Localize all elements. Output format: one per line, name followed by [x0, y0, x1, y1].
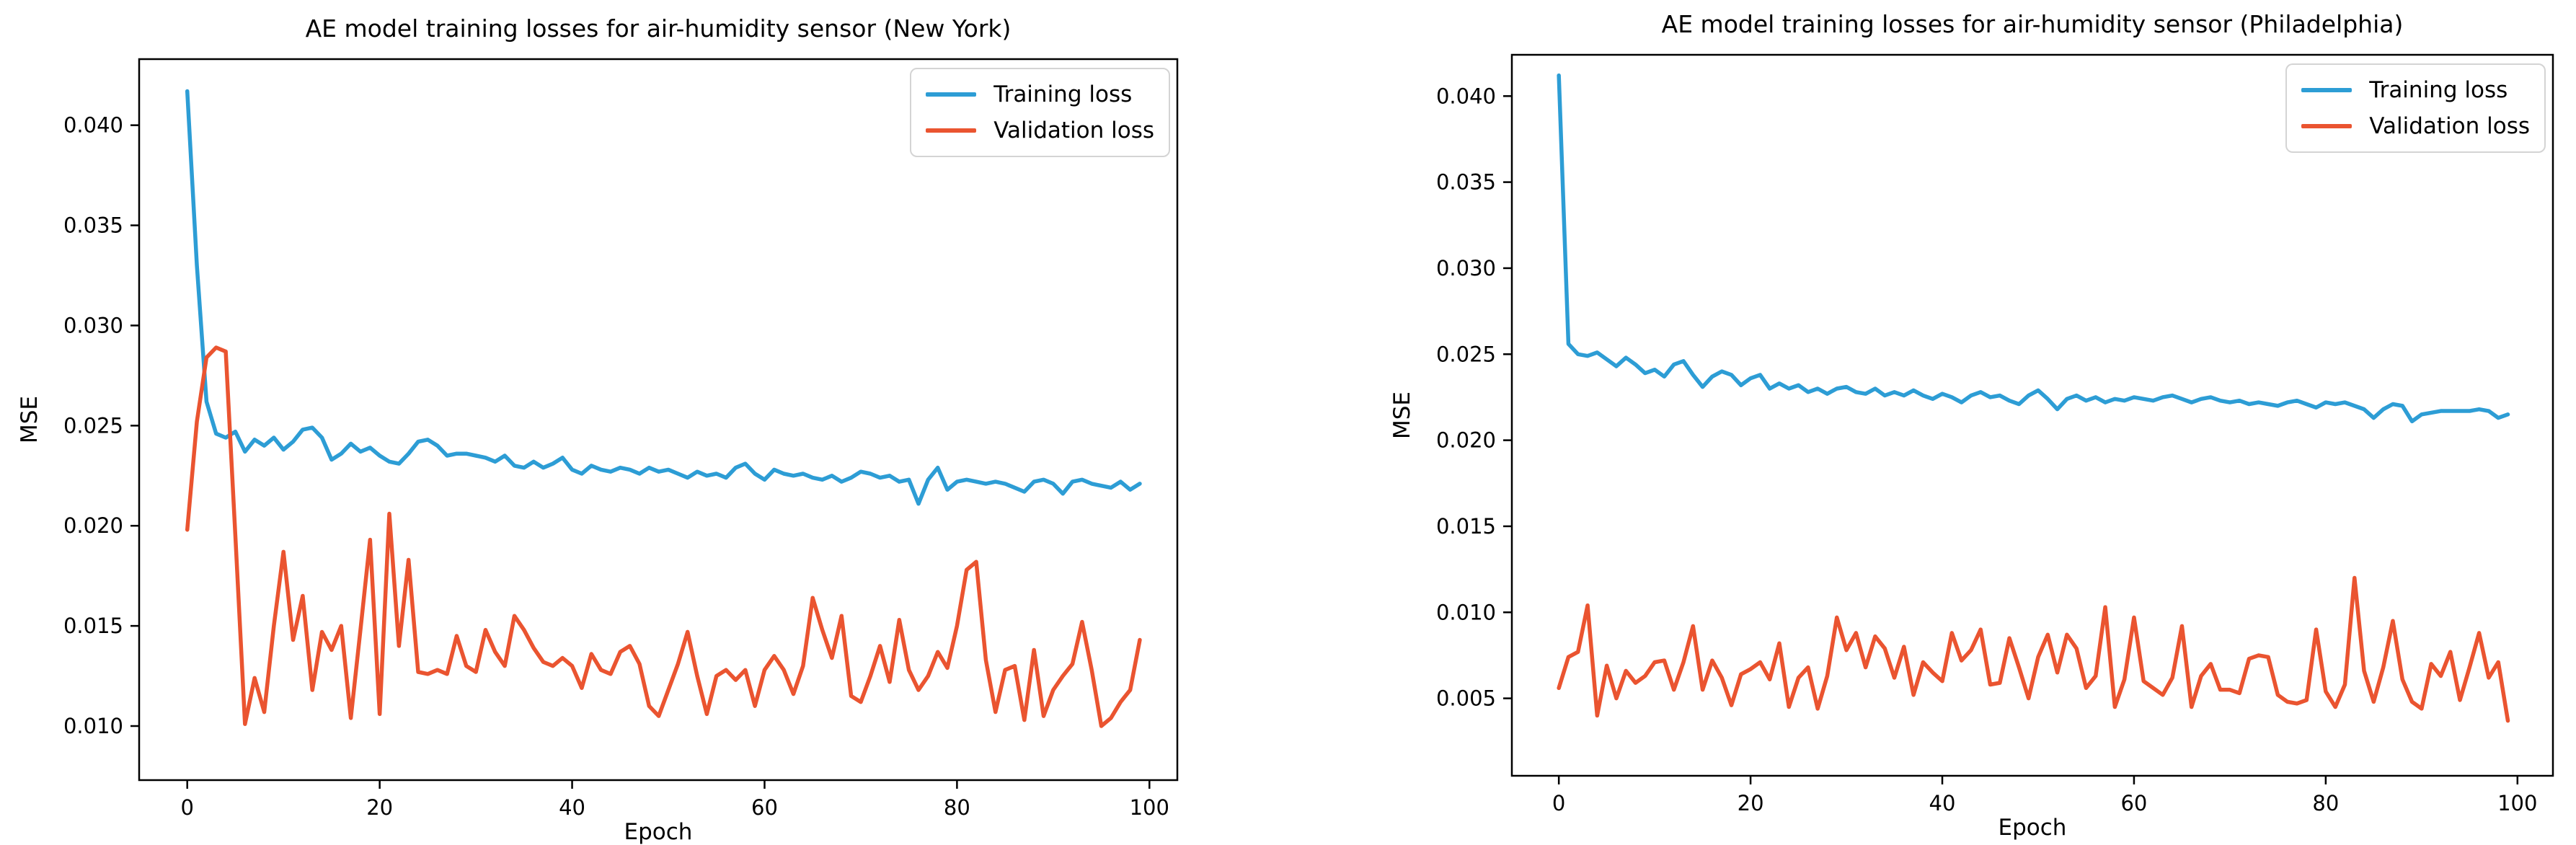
axes-spines [1510, 53, 2554, 777]
legend-label-validation-loss: Validation loss [993, 118, 1154, 143]
x-axis-label: Epoch [1998, 815, 2067, 841]
validation-loss-line [185, 345, 1142, 728]
x-tick-label: 20 [366, 795, 393, 820]
x-axis-label: Epoch [624, 819, 693, 845]
training-loss-swatch [926, 92, 977, 97]
y-axis-label: MSE [1389, 391, 1415, 440]
legend-item-validation-loss: Validation loss [2301, 108, 2530, 144]
axes-spines [138, 58, 1179, 782]
y-tick-label: 0.010 [1436, 600, 1496, 624]
chart-title-philadelphia: AE model training losses for air-humidit… [1661, 10, 2404, 38]
legend-item-training-loss: Training loss [2301, 72, 2530, 108]
validation-loss-line [1557, 575, 2510, 723]
x-tick-label: 60 [2120, 791, 2147, 815]
x-tick-label: 100 [1130, 795, 1169, 820]
legend-box: Training loss Validation loss [2285, 63, 2546, 153]
y-tick-label: 0.030 [63, 313, 123, 337]
y-tick-label: 0.035 [63, 213, 123, 238]
y-tick-label: 0.030 [1436, 256, 1496, 280]
x-tick-label: 60 [751, 795, 778, 820]
y-tick-label: 0.040 [1436, 84, 1496, 108]
x-tick-label: 80 [944, 795, 970, 820]
legend-label-validation-loss: Validation loss [2369, 113, 2530, 139]
y-tick-label: 0.035 [1436, 170, 1496, 195]
y-tick-label: 0.015 [1436, 514, 1496, 539]
legend-item-validation-loss: Validation loss [926, 112, 1154, 149]
y-tick-label: 0.040 [63, 113, 123, 138]
y-tick-label: 0.025 [63, 413, 123, 438]
validation-loss-swatch [2301, 124, 2353, 128]
y-tick-label: 0.020 [63, 513, 123, 538]
x-tick-label: 40 [559, 795, 585, 820]
x-tick-label: 40 [1929, 791, 1956, 815]
y-tick-label: 0.005 [1436, 686, 1496, 711]
x-tick-label: 100 [2497, 791, 2537, 815]
legend-label-training-loss: Training loss [2369, 77, 2508, 103]
y-tick-label: 0.020 [1436, 428, 1496, 453]
training-loss-line [1557, 73, 2510, 424]
y-axis-label: MSE [17, 395, 43, 444]
x-tick-label: 80 [2312, 791, 2339, 815]
y-tick-label: 0.010 [63, 714, 123, 738]
training-loss-line [185, 89, 1142, 506]
legend-item-training-loss: Training loss [926, 76, 1154, 112]
x-tick-label: 0 [1552, 791, 1565, 815]
chart-title-new-york: AE model training losses for air-humidit… [305, 14, 1012, 43]
legend-label-training-loss: Training loss [993, 81, 1133, 107]
y-tick-label: 0.025 [1436, 342, 1496, 366]
y-tick-label: 0.015 [63, 614, 123, 638]
legend-box: Training loss Validation loss [910, 68, 1170, 157]
training-loss-swatch [2301, 88, 2353, 92]
x-tick-label: 0 [181, 795, 194, 820]
x-tick-label: 20 [1738, 791, 1764, 815]
validation-loss-swatch [926, 128, 977, 133]
